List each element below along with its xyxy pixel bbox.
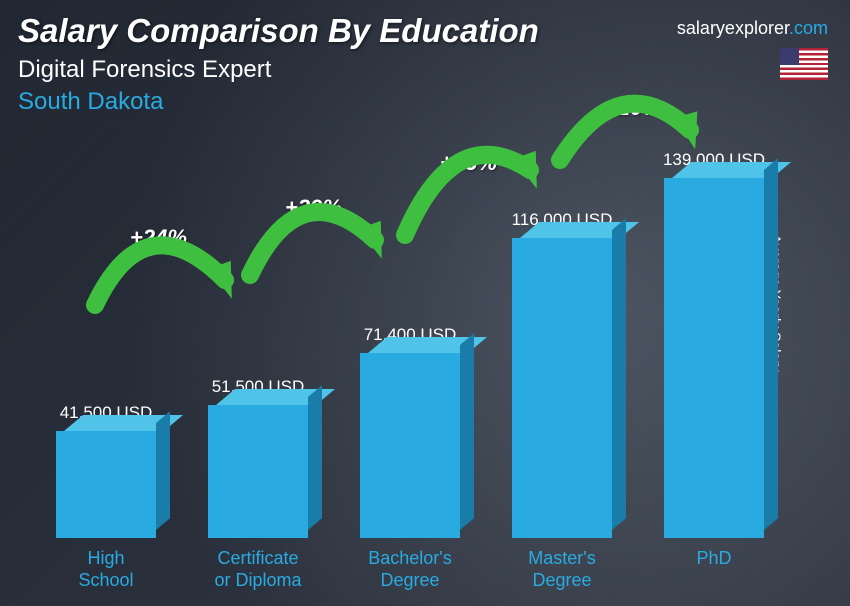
- bar-front-face: [360, 353, 460, 538]
- bar-group: 41,500 USD HighSchool: [36, 403, 176, 592]
- bar-group: 116,000 USD Master'sDegree: [492, 210, 632, 592]
- bar-group: 71,400 USD Bachelor'sDegree: [340, 325, 480, 592]
- bar-category-label: Bachelor'sDegree: [368, 548, 451, 592]
- bar-front-face: [664, 178, 764, 538]
- chart-location: South Dakota: [18, 88, 832, 116]
- bar-side-face: [156, 411, 170, 530]
- bar-group: 139,000 USD PhD: [644, 150, 784, 592]
- bar-side-face: [460, 333, 474, 530]
- bar-side-face: [308, 385, 322, 530]
- bar-category-label: HighSchool: [78, 548, 133, 592]
- chart-title: Salary Comparison By Education: [18, 12, 832, 50]
- bar: [360, 353, 460, 538]
- bar: [512, 238, 612, 538]
- bar-chart: 41,500 USD HighSchool 51,500 USD Certifi…: [30, 140, 790, 592]
- bar-front-face: [208, 405, 308, 538]
- bar: [56, 431, 156, 538]
- header: Salary Comparison By Education Digital F…: [18, 12, 832, 116]
- bar-group: 51,500 USD Certificateor Diploma: [188, 377, 328, 592]
- bar-side-face: [612, 218, 626, 530]
- bar: [664, 178, 764, 538]
- bar-front-face: [512, 238, 612, 538]
- bar-front-face: [56, 431, 156, 538]
- bar-category-label: Master'sDegree: [528, 548, 595, 592]
- bar: [208, 405, 308, 538]
- bar-category-label: Certificateor Diploma: [214, 548, 301, 592]
- chart-subtitle: Digital Forensics Expert: [18, 56, 832, 84]
- bar-category-label: PhD: [696, 548, 731, 592]
- bar-side-face: [764, 158, 778, 530]
